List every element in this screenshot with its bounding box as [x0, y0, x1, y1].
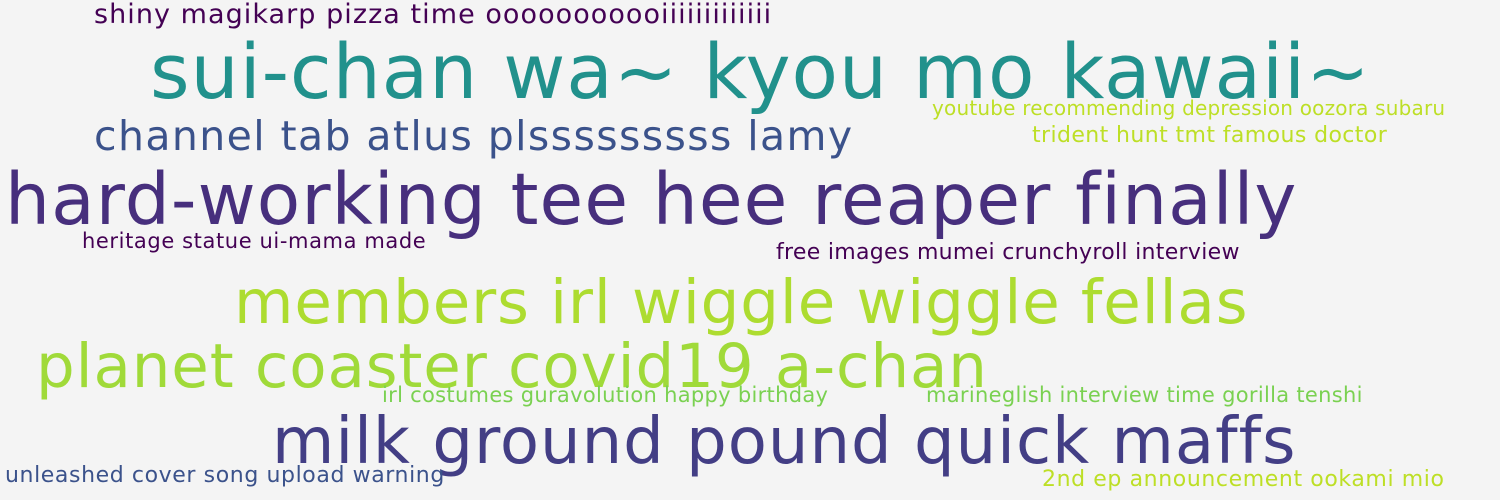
phrase-milk-ground-pound: milk ground pound quick maffs: [272, 405, 1297, 479]
phrase-marineglish: marineglish interview time gorilla tensh…: [926, 383, 1363, 407]
phrase-planet-coaster: planet coaster covid19 a-chan: [36, 331, 988, 402]
phrase-heritage-statue: heritage statue ui-mama made: [82, 229, 427, 253]
phrase-sui-chan: sui-chan wa~ kyou mo kawaii~: [150, 27, 1371, 116]
phrase-members-irl: members irl wiggle wiggle fellas: [234, 267, 1249, 338]
phrase-unleashed-cover: unleashed cover song upload warning: [5, 463, 445, 488]
phrase-youtube-recommending: youtube recommending depression oozora s…: [932, 96, 1446, 120]
phrase-trident-hunt: trident hunt tmt famous doctor: [1032, 123, 1388, 148]
phrase-channel-tab-atlus: channel tab atlus plsssssssss lamy: [94, 112, 854, 160]
phrase-free-images: free images mumei crunchyroll interview: [776, 240, 1240, 265]
phrase-shiny-magikarp: shiny magikarp pizza time ooooooooooiiii…: [94, 0, 773, 30]
phrase-irl-costumes: irl costumes guravolution happy birthday: [382, 383, 829, 407]
phrase-2nd-ep-announcement: 2nd ep announcement ookami mio: [1042, 467, 1445, 492]
phrase-hard-working: hard-working tee hee reaper finally: [5, 158, 1298, 241]
